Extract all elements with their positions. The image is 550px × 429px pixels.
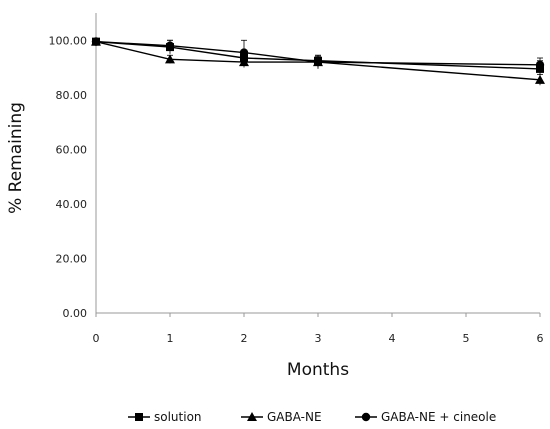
y-tick-label: 80.00: [56, 89, 88, 102]
x-tick-label: 6: [537, 332, 544, 345]
data-point: [313, 57, 323, 67]
data-point: [91, 37, 101, 46]
data-point: [239, 48, 249, 57]
y-tick-label: 20.00: [56, 252, 88, 265]
x-tick-label: 2: [241, 332, 248, 345]
legend-item: GABA-NE + cineole: [355, 410, 496, 424]
legend-item: GABA-NE: [241, 410, 322, 424]
data-point: [165, 41, 175, 50]
x-tick-label: 4: [389, 332, 396, 345]
data-point: [535, 74, 545, 84]
data-point: [535, 60, 545, 70]
series-layer: [91, 36, 545, 86]
series-circle: [91, 37, 545, 72]
x-tick-label: 1: [167, 332, 174, 345]
x-axis-title: Months: [287, 360, 349, 380]
y-tick-label: 60.00: [56, 143, 88, 156]
legend-label: solution: [154, 410, 202, 424]
legend-item: solution: [128, 410, 202, 424]
legend: solution GABA-NE GABA-NE + cineole: [128, 410, 496, 424]
legend-label: GABA-NE: [267, 410, 322, 424]
legend-marker: [247, 412, 257, 421]
y-tick-label: 100.00: [49, 34, 88, 47]
data-point: [165, 54, 175, 64]
y-tick-label: 40.00: [56, 198, 88, 211]
legend-label: GABA-NE + cineole: [381, 410, 496, 424]
legend-marker: [361, 412, 371, 422]
y-tick-label: 0.00: [63, 307, 88, 320]
y-axis-title: % Remaining: [6, 102, 26, 214]
x-tick-label: 3: [315, 332, 322, 345]
x-tick-label: 0: [93, 332, 100, 345]
legend-marker: [135, 413, 143, 421]
x-tick-label: 5: [463, 332, 470, 345]
axes: 0.00 20.00 40.00 60.00 80.00 100.00 0 1 2 3 4 5 6: [49, 13, 544, 345]
